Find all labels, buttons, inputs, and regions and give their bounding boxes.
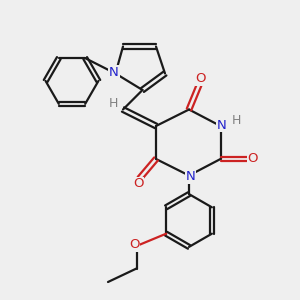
Text: O: O: [129, 238, 139, 251]
Text: H: H: [231, 114, 241, 127]
Text: H: H: [109, 97, 118, 110]
Text: N: N: [109, 65, 119, 79]
Text: N: N: [217, 118, 227, 132]
Text: O: O: [196, 72, 206, 85]
Text: N: N: [186, 170, 195, 184]
Text: O: O: [133, 177, 143, 190]
Text: O: O: [248, 152, 258, 166]
